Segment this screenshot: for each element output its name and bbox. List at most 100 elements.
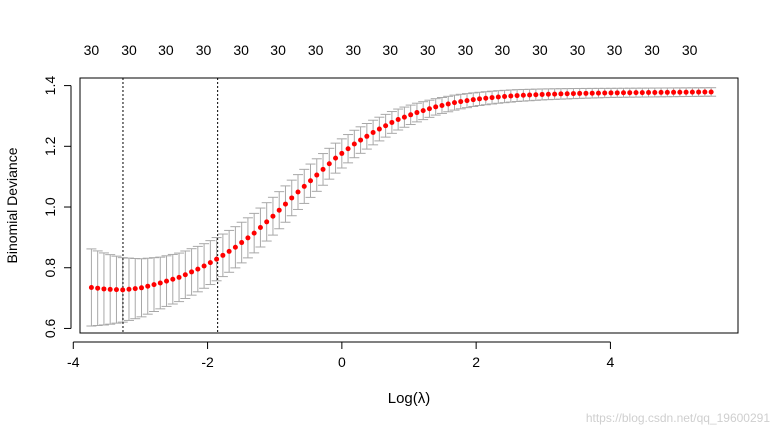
data-point [301,183,307,189]
data-point [126,286,132,292]
data-point [207,260,213,266]
top-axis-label: 30 [233,42,249,58]
data-point [358,137,364,143]
data-point [489,95,495,101]
data-point [113,287,119,293]
top-axis-label: 30 [495,42,511,58]
data-point [220,252,226,258]
data-point [439,102,445,108]
data-point [627,90,633,96]
data-point [414,110,420,116]
data-point [502,94,508,100]
data-point [257,225,263,231]
data-point [276,207,282,213]
data-point [364,133,370,139]
y-tick-label: 1.2 [42,136,58,156]
data-point [157,280,163,286]
data-point [533,92,539,98]
data-point [88,284,94,290]
data-point [702,89,708,95]
data-point [458,99,464,105]
data-point [483,95,489,101]
data-point [201,263,207,269]
data-point [677,89,683,95]
data-point [270,213,276,219]
data-point [308,178,314,184]
data-point [664,89,670,95]
data-point [295,189,301,195]
top-axis-label: 30 [682,42,698,58]
data-point [470,97,476,103]
top-axis-label: 30 [345,42,361,58]
watermark: https://blog.csdn.net/qq_19600291 [585,411,770,425]
data-point [420,108,426,114]
data-point [351,141,357,147]
data-point [339,150,345,156]
y-tick-label: 0.6 [42,319,58,339]
data-point [151,282,157,288]
top-axis-label: 30 [270,42,286,58]
y-axis: 0.6 0.8 1.0 1.2 1.4 [42,76,72,339]
data-point [138,285,144,291]
top-axis-label: 30 [644,42,660,58]
data-point [408,112,414,118]
data-point [539,91,545,97]
data-point [314,172,320,178]
x-axis: -4 -2 0 2 4 [67,341,615,370]
data-point [689,89,695,95]
data-point [564,91,570,97]
x-axis-label: Log(λ) [388,390,431,407]
data-point [176,274,182,280]
x-tick-label: -2 [201,354,214,370]
data-point [583,90,589,96]
data-point [464,98,470,104]
x-tick-label: 2 [472,354,480,370]
data-point [558,91,564,97]
x-tick-label: -4 [67,354,80,370]
data-point [107,286,113,292]
data-point [639,90,645,96]
data-point [671,89,677,95]
top-axis-label: 30 [308,42,324,58]
top-axis-label: 30 [532,42,548,58]
data-point [264,219,270,225]
data-point [445,101,451,107]
reference-lines [122,78,219,333]
data-point [120,287,126,293]
data-point [376,126,382,132]
data-point [545,91,551,97]
data-point [477,96,483,102]
data-point [132,286,138,292]
y-tick-label: 0.8 [42,258,58,278]
data-point [182,272,188,278]
data-point [433,104,439,110]
data-point [451,100,457,106]
data-point [383,123,389,129]
x-tick-label: 4 [607,354,615,370]
data-point [621,90,627,96]
data-point [696,89,702,95]
data-point [426,106,432,112]
data-point [552,91,558,97]
data-point [608,90,614,96]
data-point [251,230,257,236]
top-axis-label: 30 [84,42,100,58]
data-point [589,90,595,96]
data-point [708,89,714,95]
data-point [508,93,514,99]
top-axis-label: 30 [382,42,398,58]
data-point [570,91,576,97]
data-point [577,90,583,96]
data-point [652,89,658,95]
top-axis-label: 30 [196,42,212,58]
data-point [245,235,251,241]
top-axis-label: 30 [570,42,586,58]
data-point [170,276,176,282]
data-point [320,166,326,172]
data-point [395,117,401,123]
data-point [232,244,238,250]
data-point [401,114,407,120]
data-point [614,90,620,96]
data-point [527,92,533,98]
